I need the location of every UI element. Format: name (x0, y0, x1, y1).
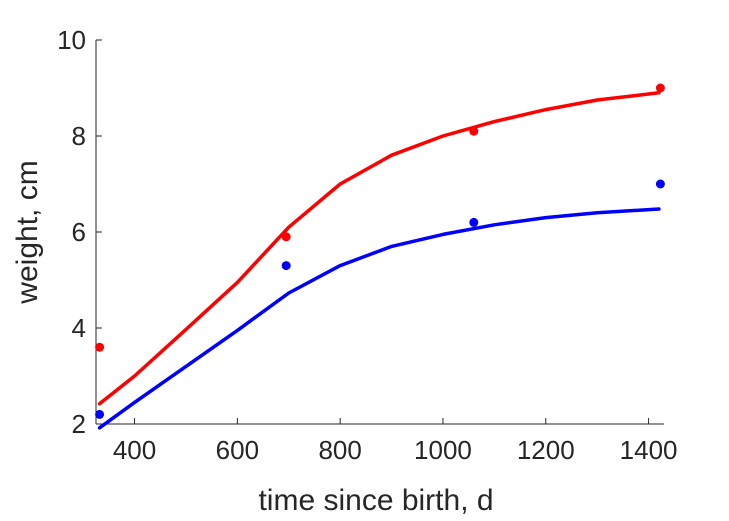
x-axis-label: time since birth, d (258, 484, 493, 517)
y-tick-label: 4 (72, 313, 86, 343)
x-tick-label: 1400 (620, 435, 678, 465)
ticks: 400 600 800 1000 1200 1400 2 4 6 8 10 (57, 25, 677, 465)
fit-line-0 (97, 91, 661, 406)
fit-line-1 (97, 207, 661, 430)
x-tick-label: 1200 (517, 435, 575, 465)
x-tick-label: 600 (216, 435, 259, 465)
data-point (655, 179, 665, 189)
y-tick-label: 6 (72, 217, 86, 247)
x-tick-label: 400 (113, 435, 156, 465)
y-tick-label: 2 (72, 409, 86, 439)
data-point (281, 261, 291, 271)
x-tick-label: 1000 (414, 435, 472, 465)
data-point (281, 232, 291, 242)
data-point (469, 217, 479, 227)
x-tick-label: 800 (318, 435, 361, 465)
data-point (469, 126, 479, 136)
axes (95, 40, 664, 425)
fit-lines (97, 91, 661, 430)
data-point (655, 83, 665, 93)
y-axis-label: weight, cm (11, 160, 44, 304)
y-tick-label: 8 (72, 121, 86, 151)
y-tick-label: 10 (57, 25, 86, 55)
data-point (95, 342, 105, 352)
data-points (95, 83, 665, 419)
data-point (95, 409, 105, 419)
